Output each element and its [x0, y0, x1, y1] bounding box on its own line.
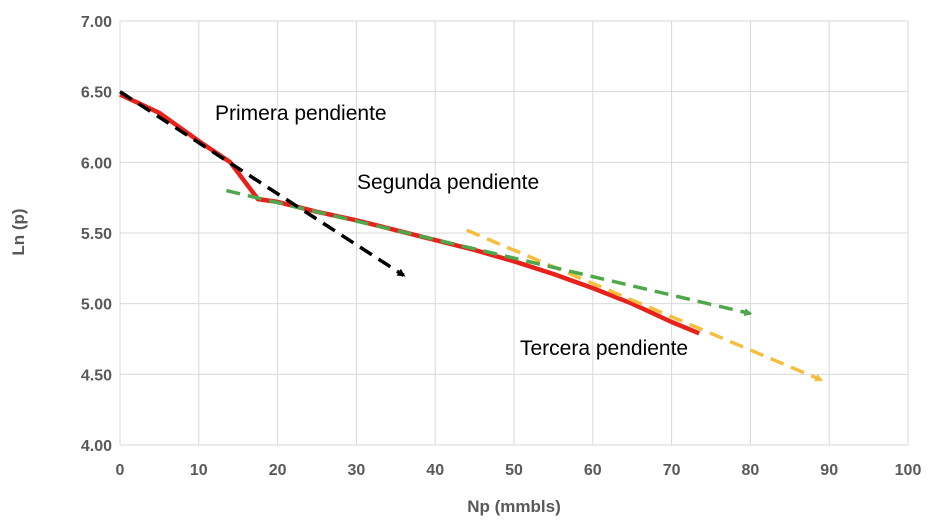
x-tick-label: 90: [820, 462, 838, 479]
second-slope-dashed-line: [226, 188, 753, 317]
y-tick-label: 4.50: [81, 367, 112, 384]
x-tick-label: 30: [348, 462, 366, 479]
x-tick-labels: 0 10 20 30 40 50 60 70 80 90 100: [116, 462, 922, 479]
annotation-segunda-pendiente: Segunda pendiente: [357, 171, 539, 194]
x-tick-label: 80: [742, 462, 760, 479]
annotation-primera-pendiente: Primera pendiente: [215, 102, 387, 125]
x-tick-label: 40: [426, 462, 444, 479]
y-tick-label: 4.00: [81, 438, 112, 455]
third-slope-dashed-line: [466, 228, 824, 382]
y-tick-labels: 4.00 4.50 5.00 5.50 6.00 6.50 7.00: [81, 14, 112, 455]
y-tick-label: 6.00: [81, 155, 112, 172]
x-tick-label: 0: [116, 462, 125, 479]
y-tick-label: 6.50: [81, 85, 112, 102]
x-tick-label: 10: [190, 462, 208, 479]
y-tick-label: 5.50: [81, 226, 112, 243]
x-tick-label: 70: [663, 462, 681, 479]
y-axis-title: Ln (p): [9, 208, 28, 255]
series-layer: [119, 90, 824, 382]
x-tick-label: 100: [895, 462, 922, 479]
y-tick-label: 5.00: [81, 297, 112, 314]
x-tick-label: 20: [269, 462, 287, 479]
y-tick-label: 7.00: [81, 14, 112, 31]
annotation-tercera-pendiente: Tercera pendiente: [520, 337, 688, 360]
first-slope-dashed-line: [119, 90, 406, 277]
x-tick-label: 50: [505, 462, 523, 479]
x-gridlines: [119, 21, 909, 445]
x-axis-title: Np (mmbls): [467, 497, 561, 516]
x-tick-label: 60: [584, 462, 602, 479]
data-curve-line: [119, 92, 701, 336]
